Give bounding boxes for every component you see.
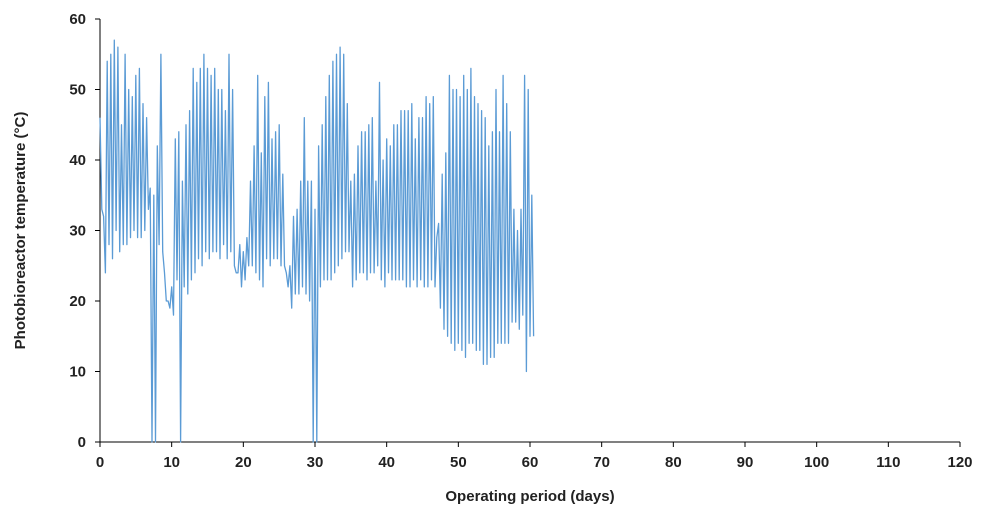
plot-area: 0 10 20 30 40 50 60 0 10 20 30 40 50 60 70 80 90 100 110 1… — [69, 11, 972, 471]
y-tick-label: 60 — [69, 11, 86, 28]
x-tick-label: 90 — [737, 454, 754, 471]
x-tick-label: 30 — [307, 454, 324, 471]
x-tick-label: 50 — [450, 454, 467, 471]
y-tick-label: 20 — [69, 293, 86, 310]
x-tick-label: 10 — [163, 454, 180, 471]
x-tick-label: 80 — [665, 454, 682, 471]
y-axis-ticks: 0 10 20 30 40 50 60 — [69, 11, 100, 451]
x-tick-label: 70 — [593, 454, 610, 471]
y-tick-label: 30 — [69, 223, 86, 240]
x-tick-label: 60 — [522, 454, 539, 471]
x-axis-ticks: 0 10 20 30 40 50 60 70 80 90 100 110 120 — [96, 442, 973, 471]
x-tick-label: 100 — [804, 454, 829, 471]
x-axis-title: Operating period (days) — [445, 488, 614, 505]
x-tick-label: 120 — [947, 454, 972, 471]
x-tick-label: 110 — [876, 454, 900, 471]
y-tick-label: 40 — [69, 152, 86, 169]
x-tick-label: 0 — [96, 454, 104, 471]
temperature-series-line — [99, 39, 535, 443]
x-tick-label: 40 — [378, 454, 395, 471]
y-axis-title: Photobioreactor temperature (°C) — [12, 112, 29, 350]
x-tick-label: 20 — [235, 454, 252, 471]
y-tick-label: 0 — [78, 434, 86, 451]
y-tick-label: 10 — [69, 364, 86, 381]
y-tick-label: 50 — [69, 82, 86, 99]
